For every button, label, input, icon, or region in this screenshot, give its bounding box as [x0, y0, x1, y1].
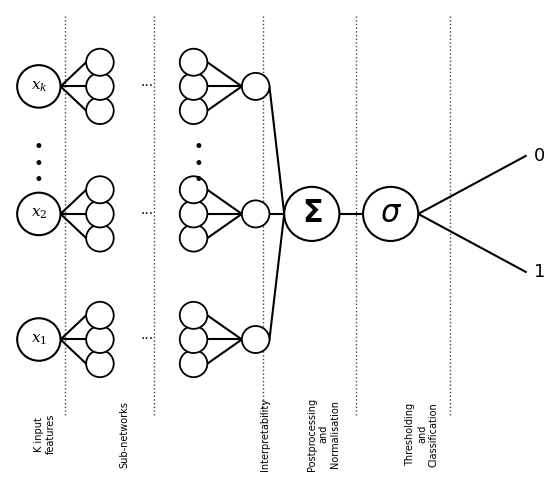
- Ellipse shape: [180, 49, 207, 76]
- Ellipse shape: [17, 193, 60, 235]
- Text: •
•
•: • • •: [34, 138, 44, 189]
- Ellipse shape: [242, 73, 270, 100]
- Ellipse shape: [86, 176, 114, 203]
- Ellipse shape: [180, 97, 207, 124]
- Ellipse shape: [17, 65, 60, 108]
- Ellipse shape: [180, 350, 207, 377]
- Ellipse shape: [180, 326, 207, 353]
- Ellipse shape: [86, 73, 114, 100]
- Text: $\mathbf{\Sigma}$: $\mathbf{\Sigma}$: [301, 199, 322, 228]
- Text: Thresholding
and
Classification: Thresholding and Classification: [406, 402, 438, 467]
- Text: •
•
•: • • •: [193, 138, 203, 189]
- Ellipse shape: [284, 187, 339, 241]
- Ellipse shape: [180, 176, 207, 203]
- Ellipse shape: [86, 350, 114, 377]
- Text: 1: 1: [534, 263, 545, 281]
- Ellipse shape: [180, 73, 207, 100]
- Text: $x_1$: $x_1$: [31, 332, 47, 347]
- Ellipse shape: [242, 200, 270, 228]
- Text: $\sigma$: $\sigma$: [380, 198, 402, 229]
- Ellipse shape: [86, 200, 114, 228]
- Ellipse shape: [180, 225, 207, 251]
- Ellipse shape: [86, 49, 114, 76]
- Ellipse shape: [180, 302, 207, 329]
- Ellipse shape: [86, 302, 114, 329]
- Text: Interpretability: Interpretability: [260, 398, 270, 471]
- Text: Postprocessing
and
Normalisation: Postprocessing and Normalisation: [307, 398, 340, 471]
- Text: Sub-networks: Sub-networks: [119, 401, 130, 467]
- Text: 0: 0: [534, 147, 545, 165]
- Text: ···: ···: [141, 333, 154, 347]
- Text: K input
features: K input features: [34, 414, 55, 455]
- Text: $x_k$: $x_k$: [31, 79, 47, 94]
- Ellipse shape: [242, 326, 270, 353]
- Ellipse shape: [86, 97, 114, 124]
- Ellipse shape: [180, 200, 207, 228]
- Ellipse shape: [363, 187, 418, 241]
- Ellipse shape: [86, 326, 114, 353]
- Ellipse shape: [17, 318, 60, 361]
- Text: ···: ···: [141, 79, 154, 93]
- Text: $x_2$: $x_2$: [31, 206, 47, 221]
- Text: ···: ···: [141, 207, 154, 221]
- Ellipse shape: [86, 225, 114, 251]
